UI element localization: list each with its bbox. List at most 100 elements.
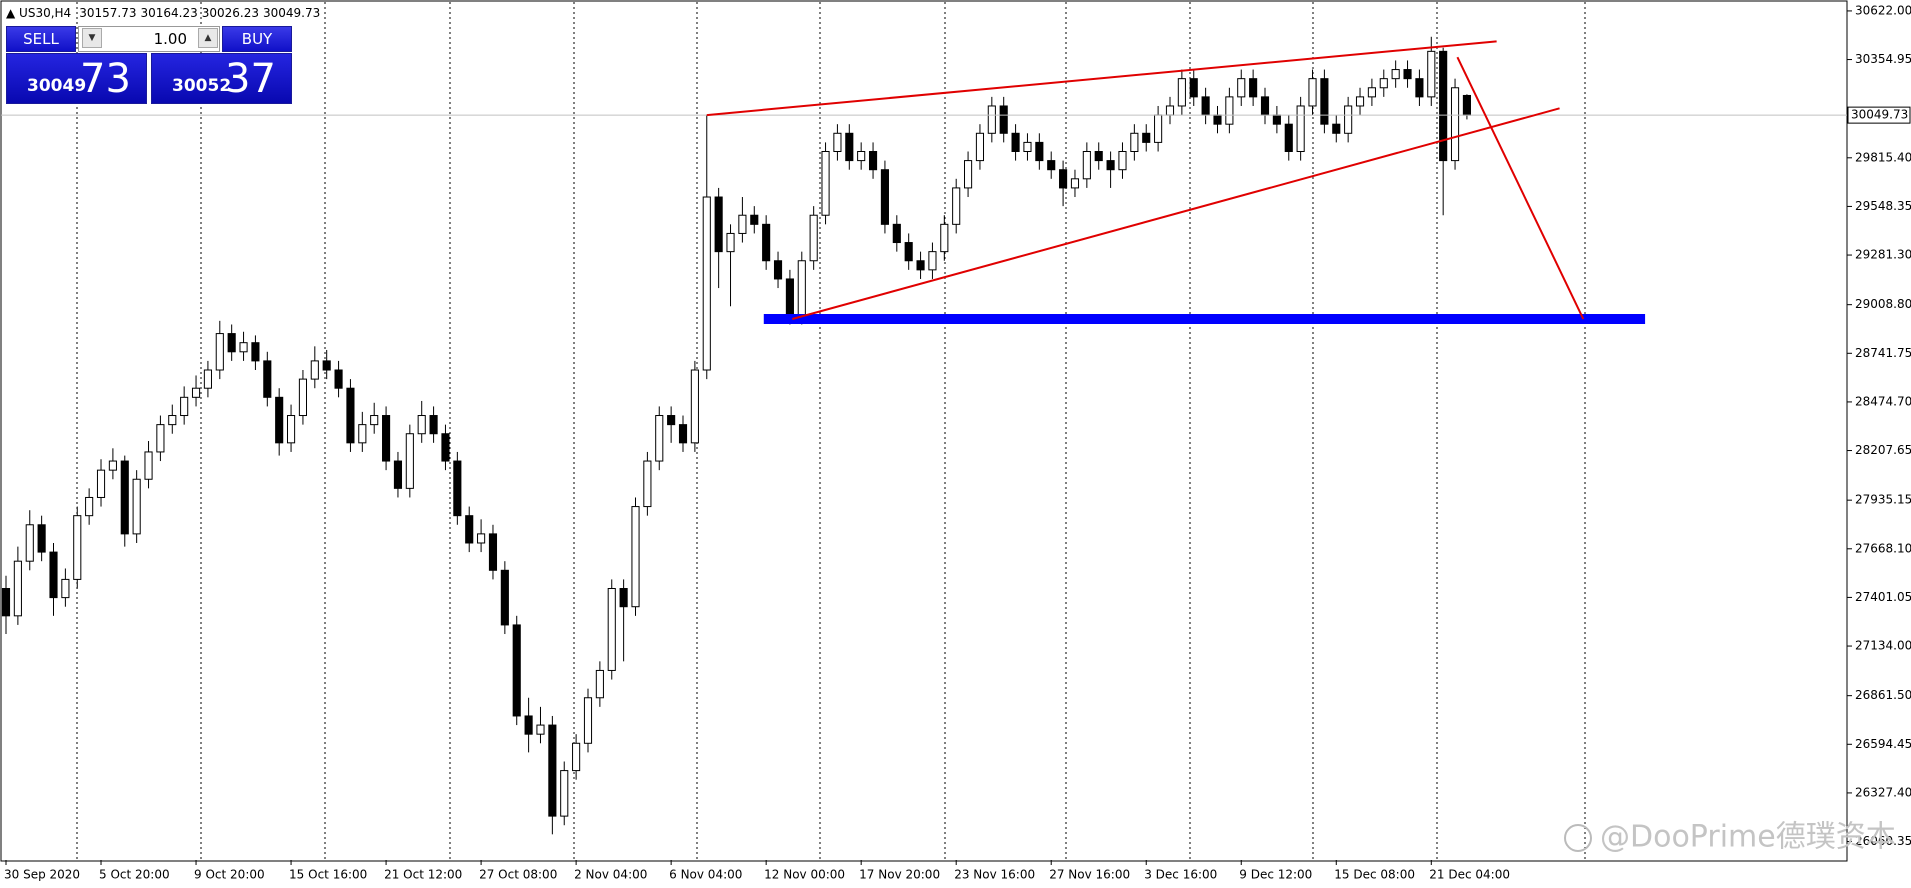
candle-body (1094, 150, 1103, 162)
watermark-logo (1564, 824, 1592, 852)
x-tick-label: 27 Oct 08:00 (479, 868, 557, 882)
y-tick-label: 30622.00 (1855, 3, 1911, 17)
candle-body (1403, 69, 1412, 80)
candle-body (1047, 160, 1056, 171)
ask-quote[interactable]: 30052 37 (151, 53, 292, 104)
candle-body (809, 214, 818, 262)
bid-main: 30049 (27, 76, 87, 96)
close: 30049.73 (263, 6, 321, 20)
candle-body (1082, 150, 1091, 180)
candle-body (132, 478, 141, 535)
candle-body (975, 132, 985, 162)
candle-body (1427, 50, 1436, 98)
candle-body (797, 260, 806, 316)
candle-body (726, 232, 735, 253)
candle-body (1035, 141, 1044, 162)
candle-body (251, 342, 260, 362)
candle-body (49, 551, 58, 599)
open: 30157.73 (79, 6, 137, 20)
candle-body (583, 697, 593, 744)
buy-button[interactable]: BUY (222, 26, 292, 52)
lot-down[interactable]: ▼ (82, 28, 102, 48)
candle-body (346, 387, 355, 444)
candle-body (1415, 78, 1424, 98)
lot-up[interactable]: ▲ (198, 28, 218, 48)
y-tick-label: 26060.35 (1855, 834, 1911, 848)
x-tick-label: 27 Nov 16:00 (1049, 868, 1130, 882)
candle-body (1130, 132, 1139, 152)
candle-body (263, 360, 272, 398)
candle-body (1320, 78, 1329, 125)
candle-body (393, 460, 403, 489)
candle-body (1308, 78, 1317, 107)
y-tick-label: 27668.10 (1855, 541, 1911, 555)
candle-body (275, 396, 284, 444)
candle-body (500, 569, 509, 626)
y-tick-label: 27134.00 (1855, 639, 1911, 653)
y-tick-label: 29815.40 (1855, 150, 1911, 164)
candle-body (239, 342, 248, 353)
x-tick-label: 6 Nov 04:00 (669, 868, 742, 882)
y-tick-label: 28207.65 (1855, 443, 1911, 457)
candle-body (370, 415, 379, 426)
candle-body (845, 132, 854, 162)
candle-body (1059, 169, 1068, 189)
candle-body (25, 524, 34, 562)
x-tick-label: 15 Oct 16:00 (289, 868, 367, 882)
candle-body (785, 278, 794, 316)
candle-body (952, 187, 961, 225)
sell-button[interactable]: SELL (6, 26, 76, 52)
trendline (1456, 56, 1585, 320)
bid-quote[interactable]: 30049 73 (6, 53, 147, 104)
candle-body (1272, 114, 1281, 125)
candle-body (999, 105, 1008, 134)
candle-body (536, 724, 545, 735)
candle-body (940, 223, 949, 253)
candle-body (548, 724, 557, 817)
candle-body (37, 524, 46, 553)
candle-body (405, 433, 414, 489)
candle-body (667, 415, 676, 426)
candle-body (310, 360, 319, 380)
candle-body (714, 196, 723, 253)
y-tick-label: 30354.95 (1855, 52, 1911, 66)
trade-panel: SELL 1.00 ▼ ▲ BUY 30049 73 30052 37 (6, 26, 292, 104)
candle-body (358, 424, 367, 444)
ask-pips: 37 (225, 56, 276, 102)
candle-body (477, 533, 486, 544)
candle-body (619, 588, 628, 608)
price-label: 30049.73 (1851, 108, 1908, 122)
candle-body (928, 251, 937, 271)
candle-body (572, 742, 581, 772)
candle-body (1, 588, 11, 617)
y-tick-label: 29008.80 (1855, 297, 1911, 311)
y-tick-label: 26861.50 (1855, 688, 1911, 702)
candle-body (1106, 160, 1115, 171)
candle-body (180, 396, 189, 417)
candle-body (904, 242, 913, 262)
candle-body (1225, 96, 1234, 125)
header-symbol: ▲ US30,H4 (6, 6, 72, 20)
candle-body (738, 214, 747, 234)
symbol: US30,H4 (19, 6, 72, 20)
x-tick-label: 23 Nov 16:00 (954, 868, 1035, 882)
y-tick-label: 27401.05 (1855, 590, 1911, 604)
candle-body (1237, 78, 1246, 98)
candle-body (631, 506, 640, 608)
candle-body (191, 387, 201, 398)
candle-body (156, 424, 165, 453)
bid-pips: 73 (80, 56, 131, 102)
ask-main: 30052 (172, 76, 232, 96)
candle-body (1154, 114, 1163, 143)
candle-body (120, 460, 129, 535)
high: 30164.23 (140, 6, 198, 20)
candle-body (1284, 123, 1293, 152)
candle-body (61, 578, 70, 599)
candle-body (286, 415, 296, 444)
candle-body (227, 333, 236, 353)
candle-body (1344, 105, 1353, 134)
candle-body (1450, 87, 1460, 162)
y-tick-label: 27935.15 (1855, 493, 1911, 507)
